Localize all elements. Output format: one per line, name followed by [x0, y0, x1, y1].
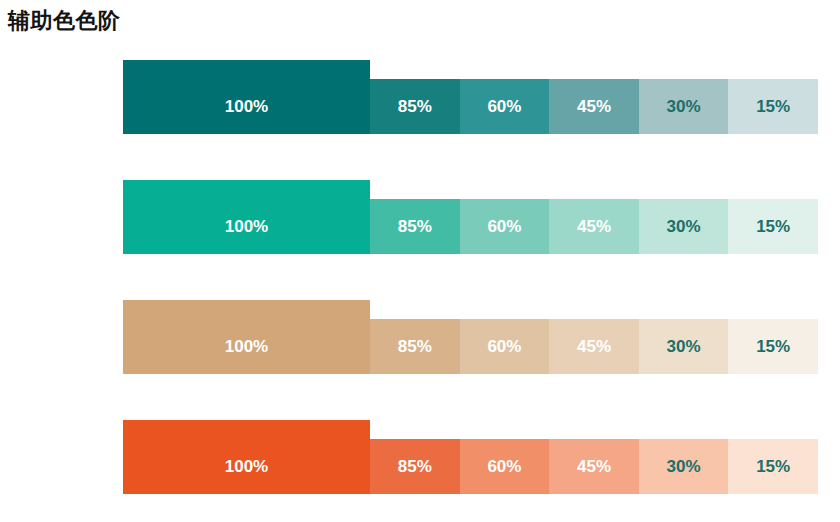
swatch-label: 100%: [225, 199, 268, 254]
swatch-green-teal-30: 30%: [639, 199, 729, 254]
palette-sheet: 辅助色色阶 100% 85% 60% 45% 30% 15% 1: [0, 0, 840, 522]
swatch-orange-45: 45%: [549, 439, 639, 494]
swatch-label: 15%: [756, 217, 790, 237]
swatch-label: 85%: [398, 457, 432, 477]
color-row-dark-teal: 100% 85% 60% 45% 30% 15%: [123, 60, 818, 134]
swatch-tan-100: 100%: [123, 300, 370, 374]
swatch-label: 60%: [487, 217, 521, 237]
swatch-label: 100%: [225, 79, 268, 134]
swatch-label: 15%: [756, 97, 790, 117]
swatch-label: 60%: [487, 457, 521, 477]
color-row-tan: 100% 85% 60% 45% 30% 15%: [123, 300, 818, 374]
swatch-tan-60: 60%: [460, 319, 550, 374]
swatch-tan-85: 85%: [370, 319, 460, 374]
swatch-label: 100%: [225, 319, 268, 374]
swatch-label: 45%: [577, 457, 611, 477]
page-title: 辅助色色阶: [8, 6, 121, 36]
swatch-label: 30%: [667, 457, 701, 477]
swatch-green-teal-60: 60%: [460, 199, 550, 254]
swatch-label: 85%: [398, 337, 432, 357]
swatch-label: 60%: [487, 97, 521, 117]
swatch-label: 30%: [667, 337, 701, 357]
swatch-label: 30%: [667, 217, 701, 237]
swatch-label: 45%: [577, 97, 611, 117]
swatch-label: 45%: [577, 217, 611, 237]
swatch-dark-teal-30: 30%: [639, 79, 729, 134]
swatch-orange-100: 100%: [123, 420, 370, 494]
swatch-dark-teal-60: 60%: [460, 79, 550, 134]
swatch-dark-teal-100: 100%: [123, 60, 370, 134]
swatch-dark-teal-45: 45%: [549, 79, 639, 134]
palette-rows: 100% 85% 60% 45% 30% 15% 100% 85%: [123, 60, 818, 522]
swatch-label: 85%: [398, 97, 432, 117]
swatch-tan-30: 30%: [639, 319, 729, 374]
swatch-orange-30: 30%: [639, 439, 729, 494]
swatch-label: 60%: [487, 337, 521, 357]
swatch-green-teal-85: 85%: [370, 199, 460, 254]
swatch-dark-teal-85: 85%: [370, 79, 460, 134]
swatch-label: 15%: [756, 337, 790, 357]
swatch-tan-45: 45%: [549, 319, 639, 374]
swatch-label: 30%: [667, 97, 701, 117]
swatch-label: 85%: [398, 217, 432, 237]
swatch-tan-15: 15%: [728, 319, 818, 374]
swatch-green-teal-45: 45%: [549, 199, 639, 254]
swatch-green-teal-15: 15%: [728, 199, 818, 254]
swatch-label: 45%: [577, 337, 611, 357]
swatch-orange-15: 15%: [728, 439, 818, 494]
swatch-orange-60: 60%: [460, 439, 550, 494]
swatch-green-teal-100: 100%: [123, 180, 370, 254]
swatch-label: 100%: [225, 439, 268, 494]
swatch-label: 15%: [756, 457, 790, 477]
color-row-green-teal: 100% 85% 60% 45% 30% 15%: [123, 180, 818, 254]
swatch-orange-85: 85%: [370, 439, 460, 494]
swatch-dark-teal-15: 15%: [728, 79, 818, 134]
color-row-orange: 100% 85% 60% 45% 30% 15%: [123, 420, 818, 494]
